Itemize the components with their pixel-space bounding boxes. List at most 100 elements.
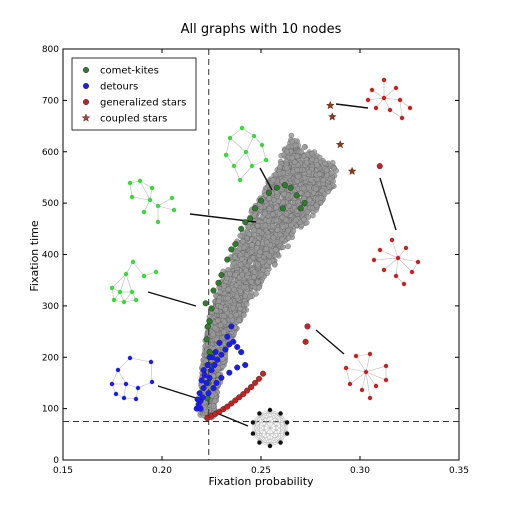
cloud-point [313,202,320,209]
cloud-point [266,206,273,212]
cloud-point [283,211,290,217]
cloud-point [256,228,262,235]
cloud-point [255,222,261,229]
data-point [208,367,215,374]
legend-label: detours [100,82,138,93]
inset-edge [259,433,288,443]
inset-node [367,395,373,401]
data-point [218,351,225,358]
data-point [234,364,241,371]
cloud-point [229,304,236,311]
detour-inset [109,355,197,402]
inset-edge [123,383,127,399]
cloud-point [251,274,257,280]
cloud-point [236,317,242,324]
data-point [196,390,203,397]
data-point [224,403,231,410]
inset-node [389,237,395,243]
inset-node [130,259,136,265]
y-tick-label: 100 [42,405,59,415]
cloud-point [266,195,273,201]
data-point [301,200,308,207]
data-point [197,405,204,412]
cloud-point [265,218,272,224]
inset-node [223,152,229,158]
inset-node [155,203,161,209]
inset-edge [391,239,399,259]
inset-node [250,420,256,425]
generalized-star-inset-middle [371,177,421,287]
inset-node [407,105,413,111]
cloud-point [247,257,253,264]
inset-edge [389,109,403,119]
cloud-point [274,227,281,233]
inset-node [149,379,155,385]
inset-edge [252,433,281,443]
cloud-point [215,317,221,324]
inset-edge [233,165,241,181]
data-point [297,205,304,212]
cloud-point [263,246,270,252]
cloud-point [243,267,249,274]
inset-edge [383,87,397,99]
data-point [228,400,235,407]
cloud-point [255,240,261,247]
data-point [208,305,215,312]
inset-node [369,87,375,93]
cloud-point [324,172,330,178]
series-detours [193,323,249,412]
inset-node [141,209,147,215]
cloud-point [213,307,219,314]
inset-edge [379,249,399,259]
cloud-point [266,259,273,265]
cloud-point [301,144,308,150]
inset-edge [137,381,153,389]
data-point [256,375,263,382]
cloud-point [240,284,247,291]
cloud-point [275,198,282,204]
inset-node [353,353,359,359]
inset-node [169,195,175,201]
cloud-point [298,148,304,155]
inset-node [127,355,133,361]
inset-node [397,97,403,103]
cloud-point [246,231,253,238]
cloud-point [308,176,314,183]
data-point [213,379,220,386]
cloud-point [215,365,222,372]
data-point [224,333,231,340]
cloud-point [303,159,310,166]
inset-node [373,105,379,111]
cloud-point [280,244,286,250]
cloud-point [231,286,237,293]
data-point [327,112,337,121]
cloud-point [270,211,276,217]
data-point [232,241,239,248]
data-point [238,225,245,232]
cloud-point [248,249,255,255]
legend-label: comet-kites [100,66,159,77]
cloud-point [221,313,227,319]
graph-insets [109,77,421,449]
inset-edge [259,413,288,434]
cloud-point [280,199,286,206]
x-tick-label: 0.15 [53,466,73,476]
cloud-point [251,269,258,275]
inset-edge [119,273,127,293]
data-point [209,354,216,361]
cloud-point [210,331,216,337]
inset-edge [395,257,399,277]
inset-node [267,407,273,413]
cloud-point [225,295,231,302]
data-point [211,362,218,369]
inset-edge [111,273,127,289]
cloud-point [264,239,270,246]
inset-node [383,377,389,383]
cloud-point [259,259,266,266]
inset-node [399,115,405,121]
inset-edge [245,135,255,153]
comet-kite-inset-top [223,125,273,191]
data-point [206,374,213,381]
inset-pointer-line [379,177,397,231]
